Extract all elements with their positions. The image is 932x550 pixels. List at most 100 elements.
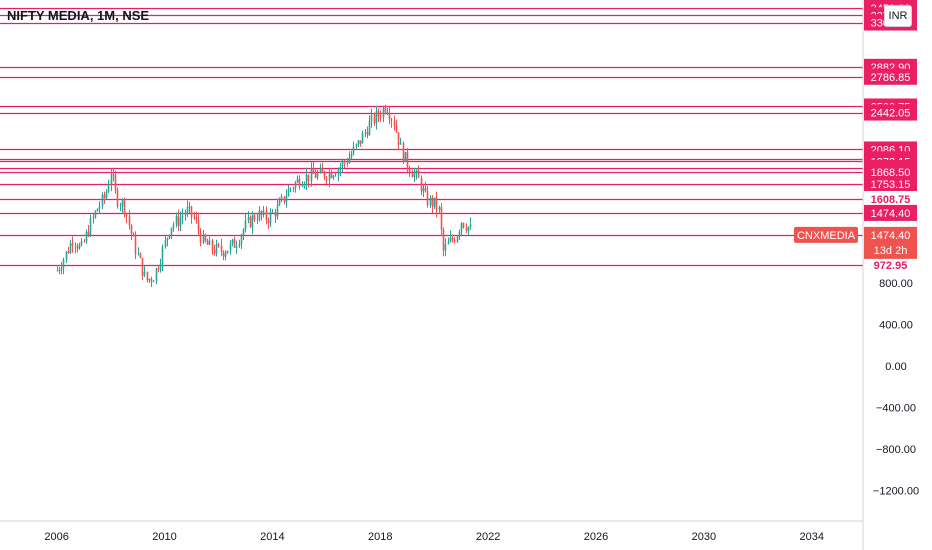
candle-body [323,171,326,178]
candle-body [352,146,355,154]
price-axis[interactable]: 800.00 400.00 0.00 −400.00 −800.00 −1200.00 [873,278,919,497]
chart-title: NIFTY MEDIA, 1M, NSE [7,8,150,23]
currency-button[interactable]: INR [884,5,912,27]
candle-body [146,271,149,281]
candle [321,162,324,172]
candle-body [105,192,108,198]
candle [467,226,470,236]
current-price-marker: CNXMEDIA 1474.40 13d 2h [794,226,917,259]
candle-body [442,229,445,251]
candle [103,191,106,204]
candle-body [262,210,265,216]
candle [170,227,173,240]
candle [164,235,167,249]
candle-body [179,217,182,227]
candle-body [256,219,259,221]
candle [364,128,367,137]
candle-body [399,142,402,145]
candle-body [426,190,429,206]
candle [166,237,169,247]
candle-body [69,243,72,253]
level-label-text: 972.95 [874,260,908,272]
candle [269,208,272,227]
candle-body [244,220,247,230]
candle [377,108,380,122]
candle-body [202,234,205,243]
candle [397,132,400,151]
candle [388,106,391,125]
candle-body [357,140,360,145]
candle [114,170,117,194]
candle-body [130,225,133,235]
candle [408,165,411,177]
candle-body [280,196,283,201]
candle-body [76,246,79,249]
candle-body [319,167,322,173]
candle [460,222,463,237]
candle-body [222,251,225,257]
candle-body [242,229,245,236]
candle [83,238,86,243]
candle [350,150,353,160]
candle [346,157,349,167]
candle-body [447,241,450,245]
candle [453,237,456,244]
candle-body [438,207,441,211]
candle-body [350,153,353,158]
candle [92,214,95,224]
candle-body [289,188,292,190]
candle [190,205,193,224]
candle-body [249,216,252,228]
candle [112,167,115,182]
candle [280,193,283,203]
candle [411,169,414,178]
level-label: 2442.05 [864,104,917,121]
candle [249,215,252,229]
x-tick-label: 2022 [476,531,500,543]
candle [197,213,200,237]
candle-body [312,168,315,174]
candle [78,242,81,250]
candle [438,205,441,213]
candle [98,201,101,214]
candle-body [78,244,81,249]
candle-body [217,244,220,246]
candle-body [74,245,77,247]
candle [433,197,436,209]
candle [123,197,126,218]
candle-body [107,185,110,193]
candle [186,200,189,218]
time-axis[interactable]: 2006 2010 2014 2018 2022 2026 2030 2034 [44,531,824,543]
candle-body [164,239,167,247]
candle [69,239,72,255]
candle-body [420,177,423,192]
candle-body [233,239,236,248]
candle-body [197,219,200,231]
candle [316,170,319,180]
candle [121,198,124,213]
candle [447,237,450,245]
candle-body [337,169,340,176]
x-tick-label: 2006 [44,531,68,543]
candle-body [134,236,137,255]
candle [355,143,358,150]
candle-body [267,220,270,224]
candle [130,224,133,240]
candle-body [435,197,438,211]
y-tick-label: −800.00 [876,444,916,456]
candle-body [137,253,140,255]
candle-body [184,213,187,216]
candle [161,244,164,271]
candle [413,167,416,183]
candle-body [58,270,61,272]
candle-body [433,197,436,207]
candle-body [143,271,146,276]
candle [368,115,371,136]
candle [426,185,429,208]
candle [206,238,209,245]
candle-body [235,245,238,248]
candle [323,170,326,181]
level-label-bg [864,256,917,273]
candle-body [152,281,155,283]
